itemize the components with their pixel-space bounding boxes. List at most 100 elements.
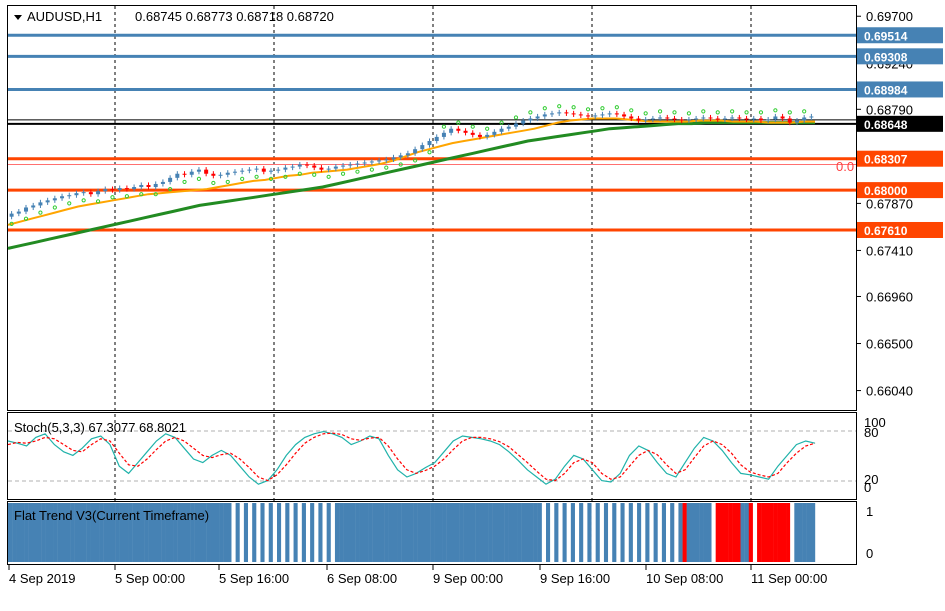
candle-body bbox=[686, 119, 691, 121]
flat-trend-bar bbox=[277, 503, 282, 562]
candle-body bbox=[766, 119, 771, 121]
flat-trend-bar bbox=[757, 503, 762, 562]
flat-trend-bar bbox=[446, 503, 452, 562]
flat-trend-bar bbox=[806, 503, 812, 562]
time-tick-label: 4 Sep 2019 bbox=[9, 571, 76, 586]
psar-dot bbox=[38, 210, 43, 215]
flat-trend-label: Flat Trend V3(Current Timeframe) bbox=[14, 508, 209, 523]
candle-body bbox=[571, 113, 576, 115]
flat-trend-bar bbox=[227, 503, 232, 562]
psar-dot bbox=[139, 192, 144, 197]
psar-dot bbox=[9, 221, 14, 226]
price-level-badges: 0.69514 0.69308 0.68984 0.68648 0.68307 0.680… bbox=[857, 27, 943, 238]
psar-dot bbox=[95, 199, 101, 204]
flat-trend-bar bbox=[401, 503, 406, 562]
candlesticks bbox=[9, 109, 814, 220]
flat-trend-bar bbox=[703, 503, 708, 562]
flat-trend-bar bbox=[810, 503, 816, 562]
flat-trend-bar bbox=[790, 503, 795, 562]
flat-trend-bar bbox=[169, 503, 174, 562]
flat-trend-bar bbox=[632, 503, 638, 562]
candle-body bbox=[312, 165, 317, 168]
flat-trend-bar bbox=[798, 503, 803, 562]
flat-trend-bar bbox=[438, 503, 443, 562]
flat-trend-bar bbox=[525, 503, 530, 562]
candle-body bbox=[578, 114, 583, 116]
candle-body bbox=[31, 205, 36, 208]
psar-dot bbox=[672, 110, 677, 115]
psar-dot bbox=[369, 167, 374, 172]
psar-dot bbox=[268, 176, 274, 181]
price-tick-label: 0.66500 bbox=[866, 337, 913, 352]
candle-body bbox=[557, 112, 562, 114]
psar-dot bbox=[542, 106, 547, 111]
candle-body bbox=[240, 170, 245, 172]
flat-trend-bar bbox=[351, 503, 356, 562]
flat-trend-bar bbox=[219, 503, 224, 562]
candle-body bbox=[175, 173, 180, 178]
flat-trend-bar bbox=[504, 503, 509, 562]
candle-body bbox=[470, 132, 475, 135]
flat-trend-bar bbox=[99, 503, 104, 562]
candle-body bbox=[261, 168, 266, 172]
candle-body bbox=[333, 166, 338, 169]
flat-trend-bar bbox=[248, 503, 253, 562]
flat-trend-bar bbox=[285, 503, 290, 562]
flat-trend-bar bbox=[802, 503, 807, 562]
flat-trend-bar bbox=[678, 503, 683, 562]
candle-body bbox=[506, 126, 511, 129]
candle-body bbox=[24, 207, 29, 212]
candle-body bbox=[672, 118, 677, 120]
psar-dot bbox=[773, 108, 778, 113]
candle-body bbox=[204, 169, 209, 174]
price-badge bbox=[857, 115, 943, 132]
flat-trend-bar bbox=[314, 503, 319, 562]
candle-body bbox=[600, 114, 605, 116]
flat-trend-bar bbox=[736, 503, 741, 562]
flat-trend-bar bbox=[670, 503, 675, 562]
flat-trend-bar bbox=[115, 503, 120, 562]
candle-body bbox=[477, 134, 482, 137]
flat-trend-bar bbox=[206, 503, 211, 562]
candle-body bbox=[794, 120, 799, 123]
candle-body bbox=[629, 116, 634, 119]
flat-trend-bar bbox=[32, 503, 38, 562]
flat-trend-bar bbox=[723, 503, 729, 562]
flat-trend-bar bbox=[740, 503, 745, 562]
flat-trend-bar bbox=[70, 503, 75, 562]
candle-body bbox=[117, 188, 122, 191]
psar-dot bbox=[182, 179, 187, 185]
candle-body bbox=[715, 118, 720, 120]
time-tick-label: 10 Sep 08:00 bbox=[646, 571, 723, 586]
flat-trend-bar bbox=[264, 503, 269, 562]
flat-trend-bar bbox=[392, 503, 398, 562]
candle-body bbox=[665, 117, 670, 119]
flat-trend-bar bbox=[90, 503, 96, 562]
candle-body bbox=[586, 115, 591, 117]
flat-trend-bar bbox=[111, 503, 116, 562]
flat-trend-bar bbox=[566, 503, 572, 562]
dropdown-triangle-icon[interactable] bbox=[14, 15, 22, 20]
flat-trend-bar bbox=[459, 503, 464, 562]
flat-tick-label: 0 bbox=[866, 546, 873, 561]
price-tick-label: 0.68790 bbox=[866, 102, 913, 117]
flat-trend-bar bbox=[620, 503, 625, 562]
candle-body bbox=[398, 155, 403, 158]
flat-trend-bar bbox=[49, 503, 54, 562]
flat-trend-bar bbox=[260, 503, 265, 562]
flat-trend-bar bbox=[463, 503, 468, 562]
stoch-signal-line bbox=[7, 432, 816, 482]
psar-dot bbox=[355, 169, 360, 174]
stochastic-lines bbox=[7, 430, 816, 485]
ohlc-values: 0.68745 0.68773 0.68718 0.68720 bbox=[135, 9, 334, 24]
flat-trend-bar bbox=[86, 503, 91, 562]
flat-trend-bar bbox=[376, 503, 381, 562]
psar-dot bbox=[499, 120, 504, 125]
flat-trend-bar bbox=[591, 503, 596, 562]
candle-body bbox=[160, 181, 165, 184]
candle-body bbox=[52, 198, 57, 201]
flat-trend-bar bbox=[637, 503, 642, 562]
candle-body bbox=[485, 134, 490, 137]
candle-body bbox=[780, 116, 785, 119]
flat-trend-bar bbox=[20, 503, 25, 562]
